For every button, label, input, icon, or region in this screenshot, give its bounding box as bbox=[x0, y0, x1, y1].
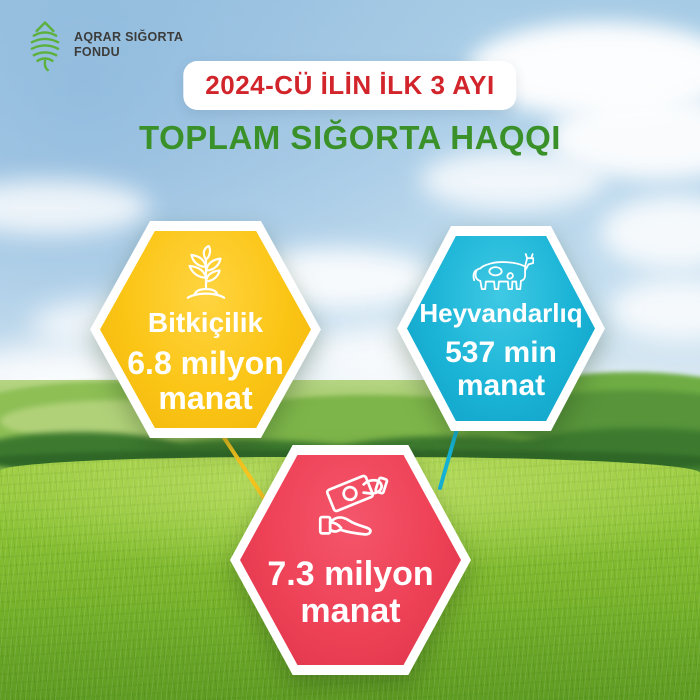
card-unit: manat bbox=[158, 379, 253, 416]
money-hand-icon bbox=[318, 474, 388, 536]
card-unit: manat bbox=[300, 591, 401, 630]
plant-icon bbox=[186, 245, 225, 299]
period-badge: 2024-CÜ İLİN İLK 3 AYI bbox=[183, 61, 517, 110]
card-value: 7.3 milyon bbox=[267, 555, 434, 593]
card-label: Bitkiçilik bbox=[147, 307, 264, 338]
card-value: 6.8 milyon bbox=[127, 345, 284, 382]
card-label: Heyvandarlıq bbox=[419, 298, 583, 328]
card-crops: Bitkiçilik 6.8 milyon manat bbox=[90, 221, 321, 438]
card-livestock: Heyvandarlıq 537 min manat bbox=[397, 226, 605, 431]
cow-icon bbox=[472, 253, 534, 291]
org-name-line1: AQRAR SIĞORTA bbox=[74, 29, 184, 44]
connector-livestock-total bbox=[438, 420, 461, 490]
card-value: 537 min bbox=[445, 336, 557, 370]
org-name: AQRAR SIĞORTA FONDU bbox=[74, 30, 183, 61]
leaf-logo-icon bbox=[30, 21, 60, 72]
card-total: 7.3 milyon manat bbox=[230, 445, 471, 675]
connector-crops-total bbox=[217, 428, 269, 505]
cloud bbox=[420, 150, 605, 210]
org-logo: AQRAR SIĞORTA FONDU bbox=[26, 18, 183, 72]
card-unit: manat bbox=[456, 368, 546, 402]
page-title: TOPLAM SIĞORTA HAQQI bbox=[139, 119, 561, 156]
org-name-line2: FONDU bbox=[74, 45, 120, 59]
